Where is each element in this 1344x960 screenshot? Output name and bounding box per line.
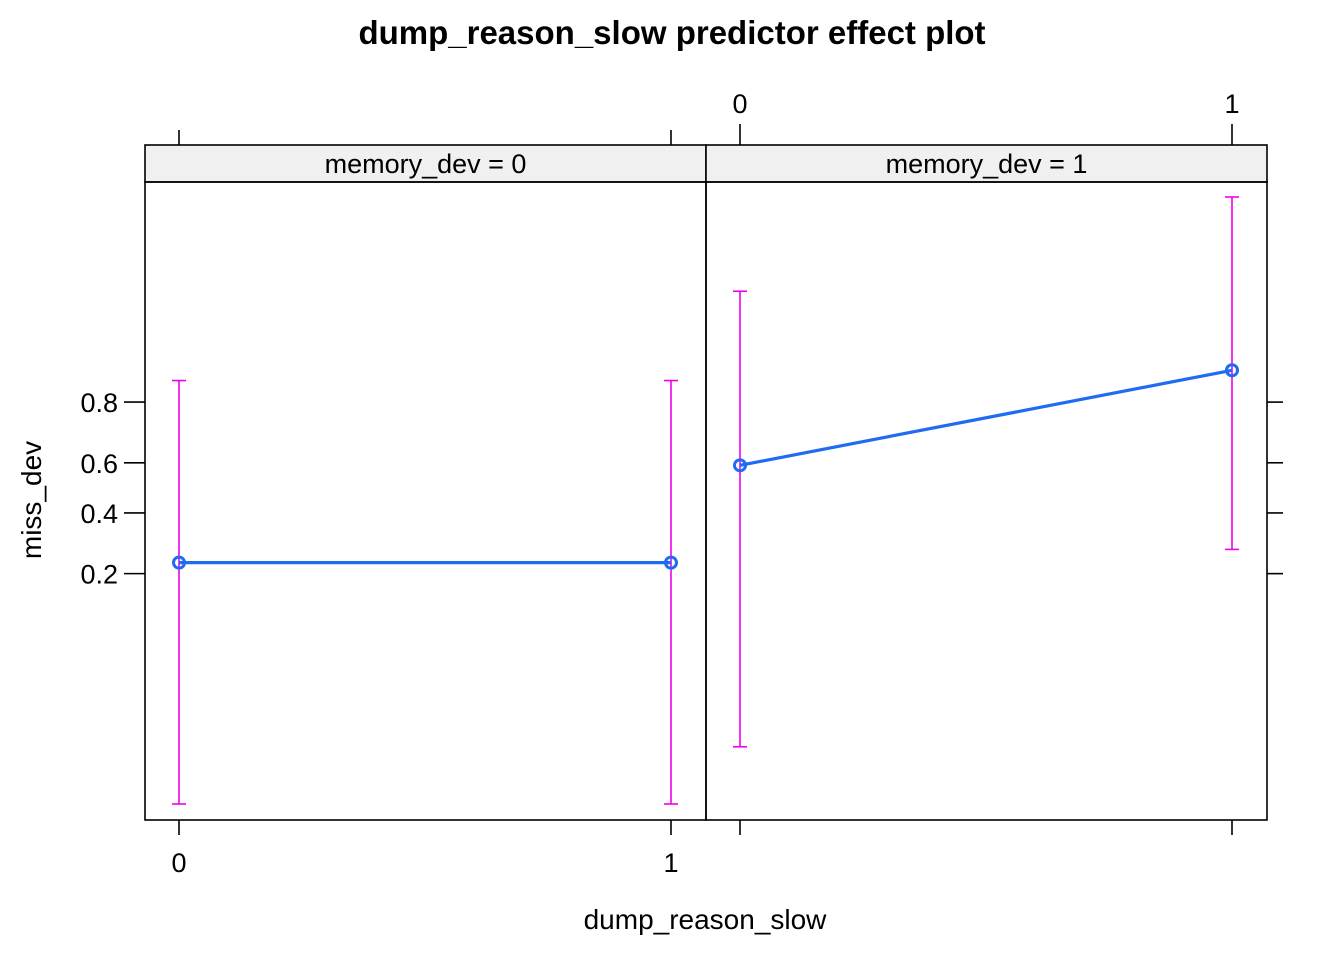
x-tick-label-bottom: 1 <box>663 848 678 878</box>
y-tick-label: 0.4 <box>80 499 118 529</box>
x-tick-label-bottom: 0 <box>171 848 186 878</box>
strip-background <box>144 144 707 183</box>
panels-layer: memory_dev = 0 memory_dev = 1 0 0 1 1 0.2 0.4 0.… <box>80 89 1283 878</box>
y-axis-label: miss_dev <box>16 441 47 559</box>
fit-point <box>664 555 678 570</box>
fit-point <box>1225 363 1239 378</box>
y-tick-label: 0.6 <box>80 449 118 479</box>
x-tick-label-top: 0 <box>732 89 747 119</box>
panel-border <box>705 181 1268 821</box>
y-tick-label: 0.8 <box>80 388 118 418</box>
x-axis-label: dump_reason_slow <box>584 904 828 935</box>
strip-label: memory_dev = 1 <box>886 149 1088 179</box>
panel-1: memory_dev = 1 <box>705 144 1268 821</box>
y-tick-label: 0.2 <box>80 560 118 590</box>
strip-label: memory_dev = 0 <box>325 149 527 179</box>
fit-line <box>739 368 1233 467</box>
fit-point <box>733 458 747 473</box>
chart-title: dump_reason_slow predictor effect plot <box>358 14 985 51</box>
panel-border <box>144 181 707 821</box>
fit-point <box>172 555 186 570</box>
panel-0: memory_dev = 0 <box>144 144 707 821</box>
x-tick-label-top: 1 <box>1224 89 1239 119</box>
